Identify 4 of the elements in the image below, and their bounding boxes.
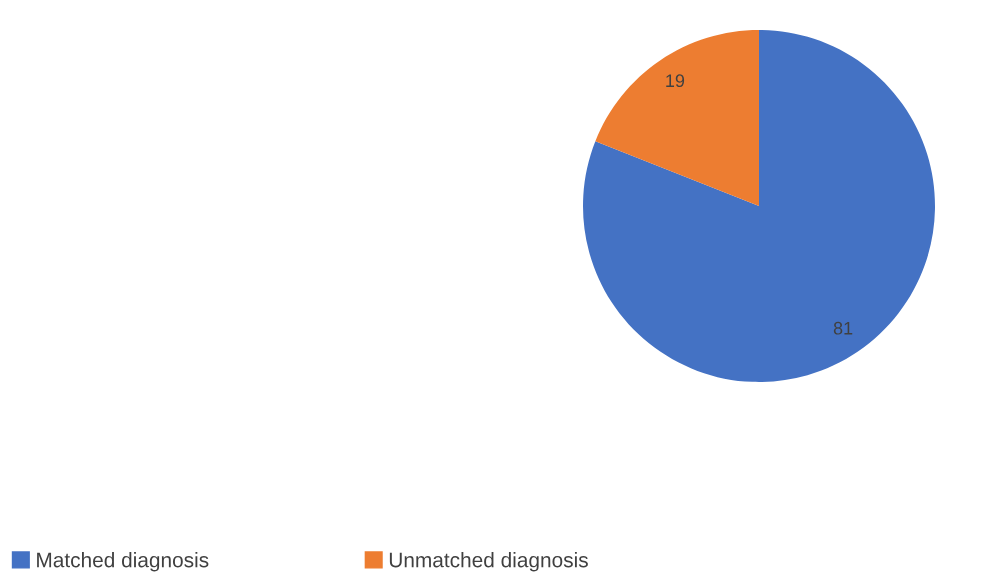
legend-label: Unmatched diagnosis [389, 552, 588, 572]
data-label: 19 [666, 74, 685, 88]
data-label: 81 [833, 321, 853, 335]
legend-label: Matched diagnosis [37, 552, 209, 572]
